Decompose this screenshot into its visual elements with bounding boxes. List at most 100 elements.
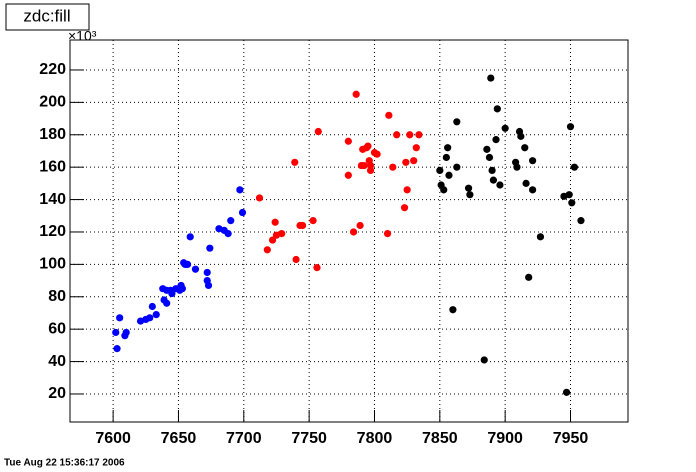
y-multiplier: ×10³: [68, 28, 97, 44]
point: [536, 233, 545, 241]
point: [278, 229, 286, 238]
point: [577, 217, 585, 225]
point: [373, 150, 381, 158]
point: [268, 236, 277, 244]
point: [291, 158, 299, 166]
point: [206, 244, 214, 252]
point: [440, 186, 448, 194]
y-tick-label: 140: [39, 191, 66, 208]
point: [501, 124, 509, 132]
point: [483, 145, 491, 153]
point: [444, 144, 452, 152]
x-tick-label: 7600: [95, 430, 131, 447]
point: [356, 221, 364, 230]
point: [389, 163, 397, 171]
y-tick-label: 120: [39, 223, 66, 240]
point: [517, 132, 525, 140]
plot-frame: [69, 39, 629, 423]
point: [464, 184, 473, 192]
point: [344, 137, 352, 145]
point: [402, 158, 410, 166]
point: [445, 171, 453, 179]
x-tick-label: 7700: [226, 430, 262, 447]
point: [487, 74, 495, 82]
point: [204, 281, 213, 290]
y-tick-label: 40: [48, 353, 66, 370]
point: [480, 356, 488, 364]
x-tick-label: 7650: [161, 430, 197, 447]
point: [568, 199, 576, 207]
point: [412, 144, 420, 152]
point: [238, 208, 247, 217]
point: [436, 166, 444, 175]
point: [349, 228, 358, 236]
point: [186, 233, 194, 241]
point: [255, 194, 264, 202]
point: [493, 105, 501, 113]
x-tick-label: 7850: [422, 430, 458, 447]
y-tick-label: 20: [48, 385, 66, 402]
point: [299, 221, 307, 230]
point: [562, 388, 571, 396]
point: [344, 171, 352, 179]
point: [148, 302, 156, 311]
y-tick-label: 60: [48, 320, 66, 337]
point: [360, 161, 368, 170]
point: [314, 127, 322, 136]
point: [168, 289, 176, 298]
x-tick-label: 7950: [553, 430, 589, 447]
point: [383, 229, 392, 238]
point: [489, 176, 498, 184]
point: [178, 285, 186, 293]
title-box: [5, 3, 90, 31]
point: [271, 218, 279, 226]
point: [570, 163, 579, 171]
point: [466, 191, 474, 199]
x-tick-label: 7800: [357, 430, 393, 447]
point: [184, 260, 192, 268]
point: [116, 314, 124, 322]
y-tick-label: 180: [39, 126, 66, 143]
point: [449, 306, 457, 314]
point: [513, 163, 521, 171]
point: [313, 264, 321, 272]
point: [485, 153, 494, 162]
point: [496, 181, 504, 189]
x-tick-label: 7750: [291, 430, 327, 447]
timestamp: Tue Aug 22 15:36:17 2006: [4, 458, 125, 469]
y-tick-label: 80: [48, 288, 66, 305]
point: [364, 142, 372, 150]
point: [566, 123, 575, 131]
point: [529, 186, 537, 194]
chart-title: zdc:fill: [23, 6, 70, 25]
point: [203, 268, 211, 277]
point: [292, 255, 300, 264]
point: [122, 328, 130, 337]
point: [415, 131, 423, 139]
point: [522, 179, 530, 187]
point: [224, 229, 232, 238]
point: [112, 328, 120, 337]
point: [227, 217, 235, 225]
point: [152, 310, 160, 319]
point: [525, 273, 533, 281]
point: [403, 186, 411, 194]
point: [393, 131, 401, 139]
point: [366, 166, 375, 175]
point: [163, 299, 171, 307]
point: [113, 345, 121, 353]
point: [263, 246, 271, 254]
point: [442, 153, 450, 162]
y-tick-label: 100: [39, 256, 66, 273]
point: [385, 111, 393, 119]
point: [352, 90, 360, 98]
point: [488, 166, 496, 175]
point: [400, 204, 409, 212]
y-tick-label: 220: [39, 61, 66, 78]
point: [236, 186, 244, 194]
point: [146, 314, 154, 322]
point: [406, 131, 414, 139]
point: [309, 217, 317, 225]
